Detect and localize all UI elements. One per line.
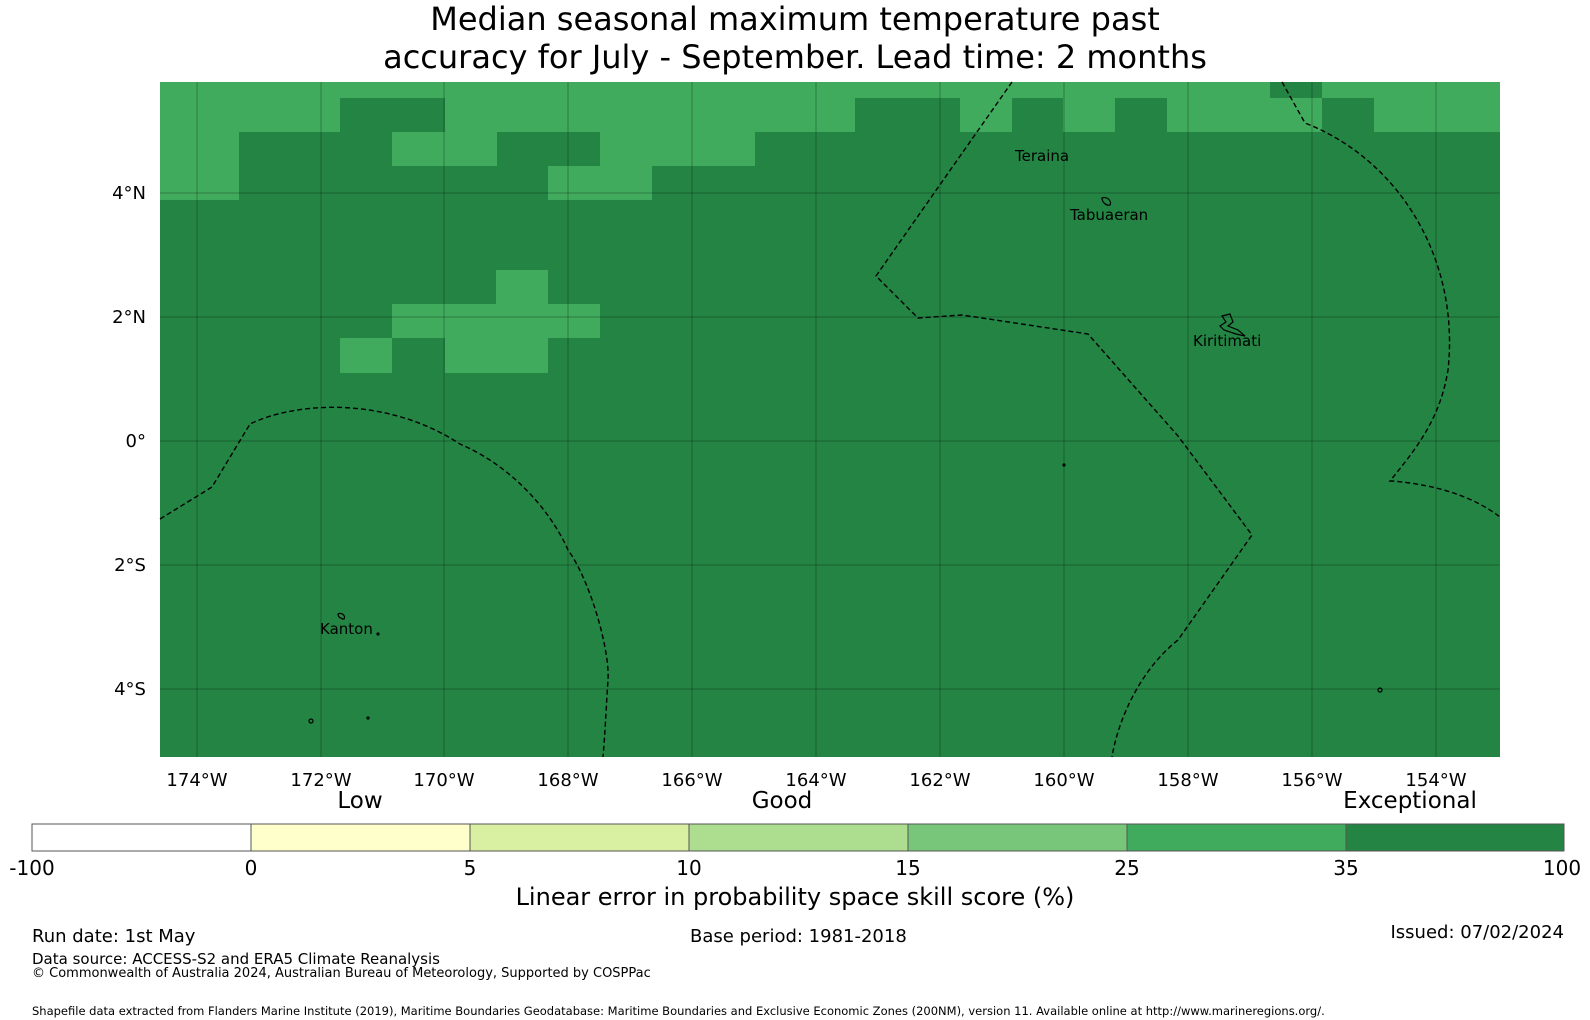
colorbar-segment (1126, 823, 1347, 852)
lat-label: 4°N (112, 183, 146, 204)
skill-cell (960, 98, 1012, 132)
island-small (308, 718, 314, 724)
data-source: Data source: ACCESS-S2 and ERA5 Climate … (32, 950, 440, 968)
colorbar-label-exceptional: Exceptional (1343, 788, 1477, 814)
skill-cell (1063, 98, 1115, 132)
skill-cell (600, 132, 755, 166)
colorbar-segment (469, 823, 690, 852)
colorbar-tick: 35 (1333, 856, 1359, 880)
lon-label: 170°W (413, 770, 474, 791)
eez-boundaries (159, 81, 1501, 758)
lon-label: 156°W (1281, 770, 1342, 791)
skill-cell (160, 98, 340, 132)
skill-cell (1374, 98, 1500, 132)
lon-label: 168°W (537, 770, 598, 791)
colorbar-tick: -100 (9, 856, 55, 880)
eez-boundary-line-east (1281, 81, 1501, 518)
colorbar-segment (250, 823, 471, 852)
skill-cell (960, 82, 1270, 98)
eez-boundary-line-west (875, 81, 1253, 758)
colorbar-segment (1345, 823, 1565, 852)
skill-cell (445, 82, 855, 98)
skill-cell (392, 132, 497, 166)
colorbar-tick: 0 (244, 856, 258, 880)
lon-label: 174°W (166, 770, 227, 791)
island-kiritimati (1219, 313, 1246, 337)
lat-label: 4°S (114, 679, 146, 700)
lon-label: 166°W (661, 770, 722, 791)
skill-cell (445, 338, 548, 373)
lon-label: 164°W (785, 770, 846, 791)
skill-cell (496, 270, 548, 304)
place-labels: Teraina Tabuaeran Kiritimati Kanton (320, 147, 1261, 638)
graticule (160, 82, 1500, 757)
skill-cells-high (160, 82, 1500, 373)
skill-cell (548, 166, 652, 200)
place-label-kanton: Kanton (320, 620, 373, 638)
place-label-teraina: Teraina (1014, 147, 1069, 165)
copyright: © Commonwealth of Australia 2024, Austra… (32, 966, 651, 981)
colorbar-tick: 10 (676, 856, 702, 880)
colorbar-label-good: Good (751, 788, 813, 814)
skill-cell (1167, 98, 1322, 132)
eez-boundary-phoenix (159, 406, 609, 758)
map-title-line1: Median seasonal maximum temperature past (430, 0, 1160, 38)
skill-cell (1322, 82, 1500, 98)
latitude-labels: 4°N 2°N 0° 2°S 4°S (112, 183, 146, 700)
colorbar-tick: 15 (895, 856, 921, 880)
run-date: Run date: 1st May (32, 926, 196, 947)
map-title: Median seasonal maximum temperature past… (0, 0, 1590, 76)
skill-cell (340, 338, 392, 373)
colorbar-segment (688, 823, 909, 852)
island-small (366, 716, 370, 720)
skill-cell (160, 132, 239, 200)
islands (308, 197, 1383, 724)
lat-label: 0° (126, 431, 146, 452)
colorbar (31, 823, 1565, 852)
skill-cell (340, 82, 392, 98)
colorbar-label-low: Low (337, 788, 383, 814)
base-period: Base period: 1981-2018 (690, 926, 907, 947)
lon-label: 160°W (1033, 770, 1094, 791)
colorbar-segment (907, 823, 1128, 852)
colorbar-tick: 100 (1542, 856, 1582, 880)
colorbar-tick: 5 (463, 856, 477, 880)
shapefile-credit: Shapefile data extracted from Flanders M… (32, 1004, 1325, 1018)
skill-cell (855, 82, 965, 98)
skill-cell (392, 304, 600, 338)
lat-label: 2°N (112, 307, 146, 328)
lon-label: 172°W (290, 770, 351, 791)
longitude-labels: 174°W 172°W 170°W 168°W 166°W 164°W 162°… (166, 770, 1466, 791)
place-label-tabuaeran: Tabuaeran (1069, 206, 1148, 224)
lon-label: 158°W (1157, 770, 1218, 791)
map-area (160, 82, 1500, 757)
lon-label: 154°W (1405, 770, 1466, 791)
island-kanton (337, 612, 346, 620)
island-small (1062, 463, 1066, 467)
place-label-kiritimati: Kiritimati (1193, 332, 1261, 350)
colorbar-title: Linear error in probability space skill … (515, 883, 1075, 911)
issued-date: Issued: 07/02/2024 (1390, 922, 1564, 943)
map-title-line2: accuracy for July - September. Lead time… (383, 38, 1207, 76)
lat-label: 2°S (114, 555, 146, 576)
colorbar-segment (31, 823, 252, 852)
island-tabuaeran (1101, 197, 1112, 206)
island-small (1377, 687, 1383, 693)
lon-label: 162°W (909, 770, 970, 791)
island-small (376, 632, 380, 636)
colorbar-tick: 25 (1114, 856, 1140, 880)
skill-cell (445, 98, 855, 132)
